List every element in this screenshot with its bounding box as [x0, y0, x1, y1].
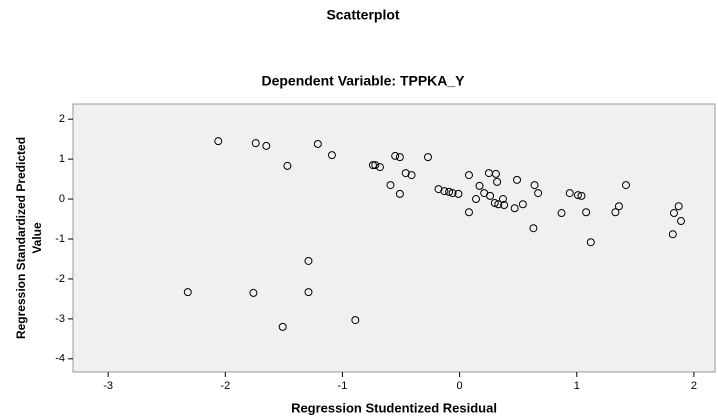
point	[534, 189, 543, 198]
point	[251, 139, 260, 148]
point	[475, 181, 484, 190]
y-tick-label: -4	[55, 353, 65, 365]
point	[614, 202, 623, 211]
point	[582, 208, 591, 217]
point	[304, 256, 313, 265]
point	[401, 169, 410, 178]
point	[391, 151, 400, 160]
point	[445, 187, 454, 196]
x-tick-label: 2	[691, 380, 697, 392]
point	[395, 153, 404, 162]
y-tick-label: 2	[59, 113, 65, 125]
point	[586, 238, 595, 247]
x-tick-label: -1	[338, 380, 348, 392]
point	[611, 208, 620, 217]
point	[304, 288, 313, 297]
point	[313, 139, 322, 148]
point	[448, 189, 457, 198]
x-tick-label: 1	[574, 380, 580, 392]
point	[573, 191, 582, 200]
x-tick-label: 0	[457, 380, 463, 392]
point	[327, 151, 336, 160]
point	[464, 171, 473, 180]
point	[472, 195, 481, 204]
x-tick-label: -2	[220, 380, 230, 392]
point	[530, 181, 539, 190]
point	[668, 230, 677, 239]
y-axis-label-line: Regression Standardized Predicted	[14, 137, 28, 339]
point	[674, 202, 683, 211]
point	[395, 189, 404, 198]
chart-subtitle: Dependent Variable: TPPKA_Y	[261, 73, 465, 89]
point	[283, 161, 292, 170]
x-tick-label: -3	[103, 380, 113, 392]
point	[518, 200, 527, 209]
point	[454, 189, 463, 198]
y-axis-label-line: Value	[30, 222, 44, 254]
point	[577, 191, 586, 200]
point	[498, 195, 507, 204]
point	[513, 175, 522, 184]
y-tick-label: -2	[55, 273, 65, 285]
point	[491, 169, 500, 178]
point	[386, 181, 395, 190]
y-tick-label: -3	[55, 313, 65, 325]
point	[565, 189, 574, 198]
point	[440, 187, 449, 196]
point	[375, 163, 384, 172]
point	[529, 224, 538, 233]
point	[262, 141, 271, 150]
point	[490, 199, 499, 208]
point	[278, 322, 287, 331]
point	[214, 137, 223, 146]
point	[434, 185, 443, 194]
point	[557, 209, 566, 218]
plot-area	[72, 103, 716, 373]
point	[493, 177, 502, 186]
point	[486, 191, 495, 200]
y-tick-label: -1	[55, 233, 65, 245]
point	[494, 200, 503, 209]
x-axis-label: Regression Studentized Residual	[291, 400, 497, 415]
point	[500, 201, 509, 210]
y-axis-label: Regression Standardized Predicted Value	[14, 137, 44, 339]
point	[510, 204, 519, 213]
point	[677, 217, 686, 226]
chart-title: Scatterplot	[326, 7, 399, 23]
point	[669, 209, 678, 218]
y-tick-label: 1	[59, 153, 65, 165]
point	[423, 153, 432, 162]
point	[351, 316, 360, 325]
point	[464, 208, 473, 217]
point	[249, 288, 258, 297]
point	[407, 171, 416, 180]
y-tick-label: 0	[59, 193, 65, 205]
point	[371, 161, 380, 170]
point	[621, 181, 630, 190]
point	[183, 288, 192, 297]
point	[368, 161, 377, 170]
